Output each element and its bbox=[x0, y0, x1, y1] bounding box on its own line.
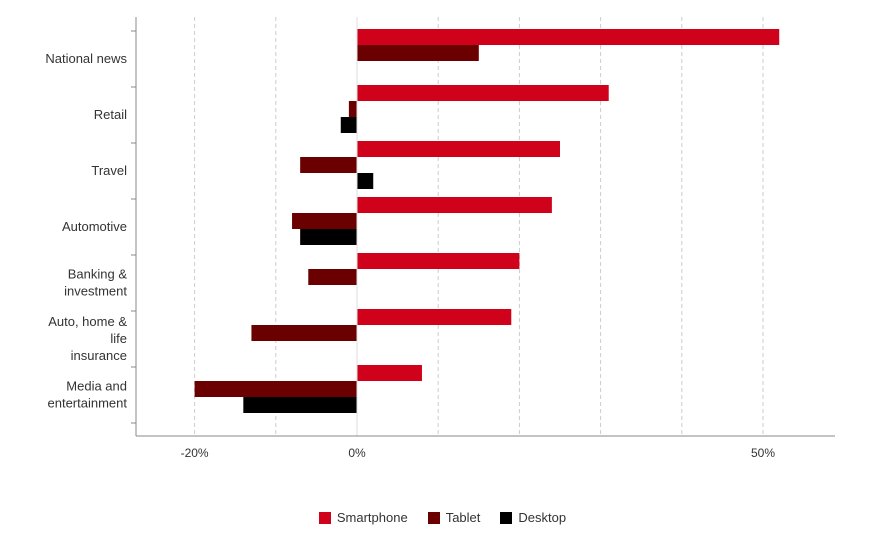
gridlines bbox=[194, 17, 764, 436]
bar-tablet bbox=[292, 213, 357, 229]
legend: Smartphone Tablet Desktop bbox=[0, 510, 885, 525]
bar-desktop bbox=[243, 397, 357, 413]
bar-smartphone bbox=[357, 253, 520, 269]
bar-smartphone bbox=[357, 141, 560, 157]
x-tick-label: -20% bbox=[181, 446, 209, 460]
category-label: National news bbox=[45, 51, 127, 66]
bar-smartphone bbox=[357, 85, 609, 101]
x-ticks: -20% 0% 50% bbox=[181, 446, 776, 460]
category-label: Media and bbox=[66, 379, 127, 394]
bar-smartphone bbox=[357, 197, 552, 213]
bar-desktop bbox=[357, 173, 374, 189]
category-label: entertainment bbox=[48, 396, 128, 411]
legend-swatch bbox=[500, 511, 513, 524]
category-label: Travel bbox=[91, 163, 127, 178]
legend-swatch bbox=[318, 511, 331, 524]
legend-item-smartphone[interactable]: Smartphone bbox=[318, 510, 408, 525]
category-label: Retail bbox=[94, 107, 127, 122]
bar-tablet bbox=[357, 45, 479, 61]
x-tick-label: 50% bbox=[751, 446, 775, 460]
bars bbox=[194, 29, 780, 413]
bar-smartphone bbox=[357, 365, 422, 381]
legend-swatch bbox=[427, 511, 440, 524]
legend-label: Desktop bbox=[518, 510, 567, 525]
bar-tablet bbox=[308, 269, 357, 285]
bar-tablet bbox=[300, 157, 357, 173]
bar-smartphone bbox=[357, 309, 512, 325]
category-label: life bbox=[110, 331, 127, 346]
legend-item-desktop[interactable]: Desktop bbox=[500, 510, 566, 525]
bar-desktop bbox=[300, 229, 357, 245]
category-labels: National news Retail Travel Automotive Banki… bbox=[45, 51, 127, 411]
axes bbox=[131, 17, 835, 437]
category-label: Auto, home & bbox=[48, 314, 127, 329]
legend-label: Smartphone bbox=[336, 510, 408, 525]
category-label: investment bbox=[64, 284, 127, 299]
legend-label: Tablet bbox=[445, 510, 481, 525]
category-label: Banking & bbox=[68, 267, 128, 282]
x-tick-label: 0% bbox=[348, 446, 366, 460]
bar-smartphone bbox=[357, 29, 780, 45]
legend-item-tablet[interactable]: Tablet bbox=[427, 510, 481, 525]
bar-tablet bbox=[194, 381, 357, 397]
category-label: Automotive bbox=[62, 219, 127, 234]
bar-desktop bbox=[340, 117, 357, 133]
bar-tablet bbox=[251, 325, 357, 341]
bar-tablet bbox=[348, 101, 357, 117]
category-label: insurance bbox=[71, 348, 127, 363]
